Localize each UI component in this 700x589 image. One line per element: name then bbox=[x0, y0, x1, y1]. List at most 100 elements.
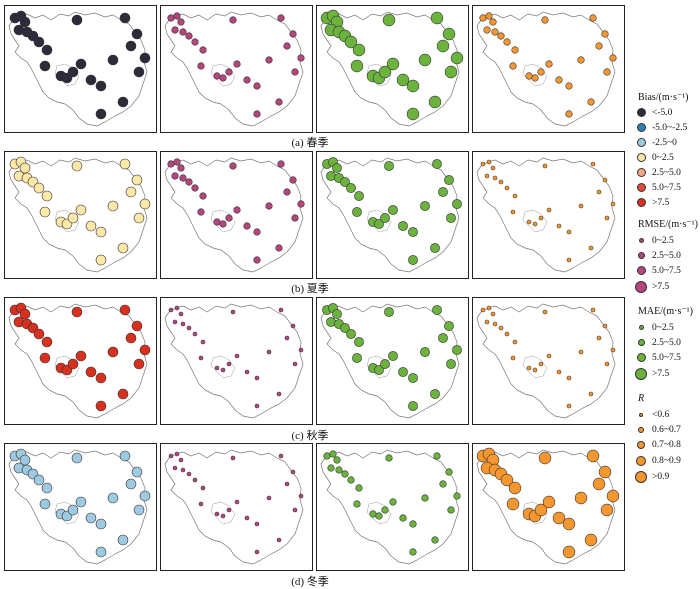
r-swatch-icon bbox=[636, 455, 646, 466]
station-marker bbox=[542, 309, 548, 315]
station-marker bbox=[498, 179, 504, 185]
station-marker bbox=[278, 453, 284, 459]
coastline-outline bbox=[8, 303, 148, 419]
station-marker bbox=[275, 244, 283, 252]
station-marker bbox=[254, 549, 260, 555]
station-marker bbox=[584, 533, 598, 547]
station-marker bbox=[199, 192, 207, 200]
station-marker bbox=[566, 375, 572, 381]
legend-mae-item: 2.5~5.0 bbox=[632, 336, 681, 349]
station-marker bbox=[283, 188, 291, 196]
coastline-outline bbox=[8, 449, 148, 565]
map-panel bbox=[160, 151, 313, 279]
station-marker bbox=[19, 162, 31, 174]
station-marker bbox=[85, 366, 97, 378]
caption-summer: (b) 夏季 bbox=[291, 283, 329, 295]
station-marker bbox=[291, 68, 299, 76]
station-marker bbox=[398, 221, 408, 231]
station-marker bbox=[588, 391, 594, 397]
mae-swatch-icon bbox=[638, 325, 644, 330]
station-marker bbox=[512, 193, 518, 199]
station-marker bbox=[596, 335, 602, 341]
station-marker bbox=[174, 305, 180, 311]
station-marker bbox=[382, 13, 396, 27]
station-marker bbox=[191, 38, 199, 46]
station-marker bbox=[433, 452, 441, 460]
station-marker bbox=[254, 403, 260, 409]
antarctica-map bbox=[164, 449, 304, 565]
station-marker bbox=[512, 339, 518, 345]
station-marker bbox=[418, 53, 432, 67]
station-marker bbox=[542, 163, 548, 169]
station-marker bbox=[504, 185, 510, 191]
station-marker bbox=[41, 44, 53, 56]
station-marker bbox=[552, 511, 566, 525]
station-marker bbox=[297, 200, 305, 208]
station-marker bbox=[447, 506, 455, 514]
station-marker bbox=[234, 353, 240, 359]
station-marker bbox=[586, 449, 600, 463]
map-panel bbox=[4, 151, 157, 279]
legend-r-title: R bbox=[638, 393, 645, 404]
map-panel bbox=[4, 443, 157, 571]
station-marker bbox=[556, 369, 562, 375]
station-marker bbox=[139, 344, 151, 356]
station-marker bbox=[526, 365, 532, 371]
station-marker bbox=[532, 367, 538, 373]
station-marker bbox=[374, 219, 384, 229]
station-marker bbox=[525, 72, 533, 80]
mae-swatch-icon bbox=[635, 367, 647, 380]
coastline-outline bbox=[320, 157, 460, 273]
coastline-outline bbox=[164, 11, 304, 127]
station-marker bbox=[389, 498, 397, 506]
station-marker bbox=[133, 212, 145, 224]
station-marker bbox=[133, 358, 145, 370]
station-marker bbox=[117, 534, 129, 546]
map-panel bbox=[472, 151, 625, 279]
station-marker bbox=[168, 307, 174, 313]
coastline-outline bbox=[320, 449, 460, 565]
station-marker bbox=[480, 307, 486, 313]
coastline-outline bbox=[476, 11, 616, 127]
station-marker bbox=[601, 30, 609, 38]
legend-mae-item: >7.5 bbox=[632, 367, 669, 380]
station-marker bbox=[133, 504, 145, 516]
station-marker bbox=[385, 454, 393, 462]
station-marker bbox=[452, 345, 462, 355]
bias-swatch-icon bbox=[636, 123, 646, 132]
map-panel bbox=[472, 5, 625, 133]
station-marker bbox=[604, 215, 610, 221]
station-marker bbox=[200, 339, 206, 345]
station-marker bbox=[409, 548, 417, 556]
antarctica-map bbox=[476, 157, 616, 273]
station-marker bbox=[125, 186, 137, 198]
map-panel bbox=[160, 297, 313, 425]
legend: Bias/(m·s⁻¹) <-5.0 -5.0~-2.5 -2.5~0 0~2.… bbox=[624, 0, 700, 587]
station-marker bbox=[172, 465, 178, 471]
station-marker bbox=[381, 506, 389, 514]
station-marker bbox=[444, 65, 458, 79]
station-marker bbox=[131, 466, 143, 478]
station-marker bbox=[352, 43, 366, 57]
station-marker bbox=[396, 73, 410, 87]
station-marker bbox=[173, 158, 181, 166]
legend-r-item: 0.6~0.7 bbox=[632, 423, 681, 436]
station-marker bbox=[107, 54, 119, 66]
station-marker bbox=[41, 336, 53, 348]
station-marker bbox=[33, 474, 45, 486]
station-marker bbox=[486, 305, 492, 311]
station-marker bbox=[179, 174, 187, 182]
station-marker bbox=[438, 187, 448, 197]
legend-mae-item: 0~2.5 bbox=[632, 321, 674, 334]
station-marker bbox=[186, 471, 192, 477]
station-marker bbox=[409, 520, 417, 528]
station-marker bbox=[375, 512, 383, 520]
r-swatch-icon bbox=[639, 412, 643, 417]
station-marker bbox=[292, 361, 298, 367]
ice-shelf-outline bbox=[522, 63, 548, 87]
station-marker bbox=[333, 456, 341, 464]
map-panel bbox=[316, 443, 469, 571]
station-marker bbox=[178, 457, 184, 463]
station-marker bbox=[538, 215, 544, 221]
station-marker bbox=[610, 201, 616, 207]
